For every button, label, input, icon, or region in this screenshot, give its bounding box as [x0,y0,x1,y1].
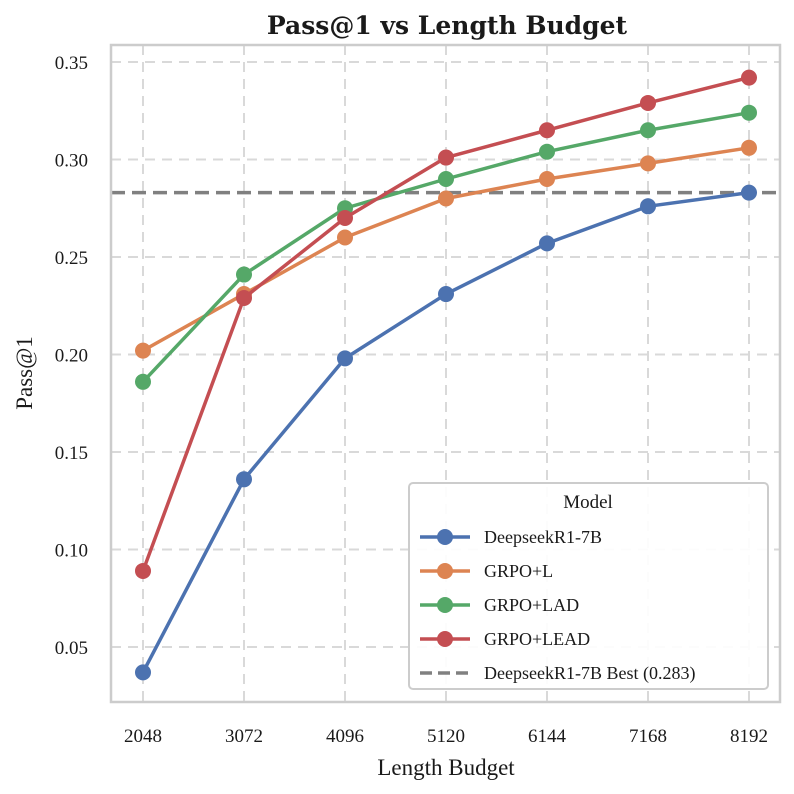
legend-item: GRPO+LAD [420,595,579,615]
legend-item: GRPO+L [420,561,553,581]
legend-label: GRPO+LEAD [484,629,590,649]
series-layer [135,69,757,681]
data-point [438,190,454,207]
legend-item: DeepseekR1-7B Best (0.283) [420,663,695,684]
legend-marker [437,597,453,613]
x-tick-label: 2048 [124,726,162,747]
y-tick-label: 0.20 [55,346,88,367]
legend-marker [437,563,453,579]
data-point [539,122,555,139]
x-tick-label: 3072 [225,726,263,747]
x-tick-label: 4096 [326,726,364,747]
x-tick-label: 6144 [528,726,567,747]
chart-title: Pass@1 vs Length Budget [267,11,628,40]
x-tick-label: 5120 [427,726,465,747]
data-point [640,94,656,111]
legend-label: DeepseekR1-7B Best (0.283) [484,663,695,684]
plot-frame [109,43,782,704]
data-point [539,143,555,160]
series-grpo-lead [135,69,757,579]
grid [111,45,780,702]
data-point [741,139,757,156]
data-point [640,198,656,215]
data-point [640,122,656,139]
x-tick-label: 8192 [730,726,768,747]
series-deepseekr1-7b [135,184,757,681]
legend: Model DeepseekR1-7B GRPO+L GRPO+LAD GRPO+LE… [408,482,769,690]
y-tick-label: 0.05 [55,638,88,659]
data-point [438,149,454,166]
y-tick-label: 0.35 [55,53,88,74]
data-point [236,289,252,306]
legend-item: GRPO+LEAD [420,629,590,649]
y-tick-label: 0.10 [55,541,88,562]
x-tick-label: 7168 [629,726,667,747]
x-axis-label: Length Budget [377,755,515,780]
data-point [741,69,757,86]
legend-label: GRPO+LAD [484,595,579,615]
legend-marker [437,631,453,647]
data-point [539,171,555,187]
data-point [741,104,757,121]
data-point [135,373,151,390]
data-point [236,471,252,488]
data-point [135,342,151,359]
legend-items: DeepseekR1-7B GRPO+L GRPO+LAD GRPO+LEAD Deep… [420,527,695,684]
y-axis-label: Pass@1 [12,336,37,410]
y-tick-label: 0.25 [55,248,88,269]
data-point [337,350,353,367]
data-point [135,664,151,681]
data-point [741,184,757,201]
y-axis-ticks: 0.05 0.10 0.15 0.20 0.25 0.30 0.35 [55,53,88,659]
y-tick-label: 0.30 [55,151,88,172]
legend-label: GRPO+L [484,561,553,581]
data-point [337,210,353,226]
legend-box [408,482,769,690]
data-point [236,266,252,283]
x-axis-ticks: 2048 3072 4096 5120 6144 7168 8192 [124,726,768,747]
legend-marker [437,529,453,545]
legend-title: Model [563,492,613,513]
data-point [337,229,353,246]
y-tick-label: 0.15 [55,443,88,464]
data-point [640,155,656,172]
data-point [539,235,555,252]
data-point [135,562,151,579]
legend-item: DeepseekR1-7B [420,527,602,547]
data-point [438,171,454,187]
data-point [438,286,454,303]
legend-label: DeepseekR1-7B [484,527,602,547]
